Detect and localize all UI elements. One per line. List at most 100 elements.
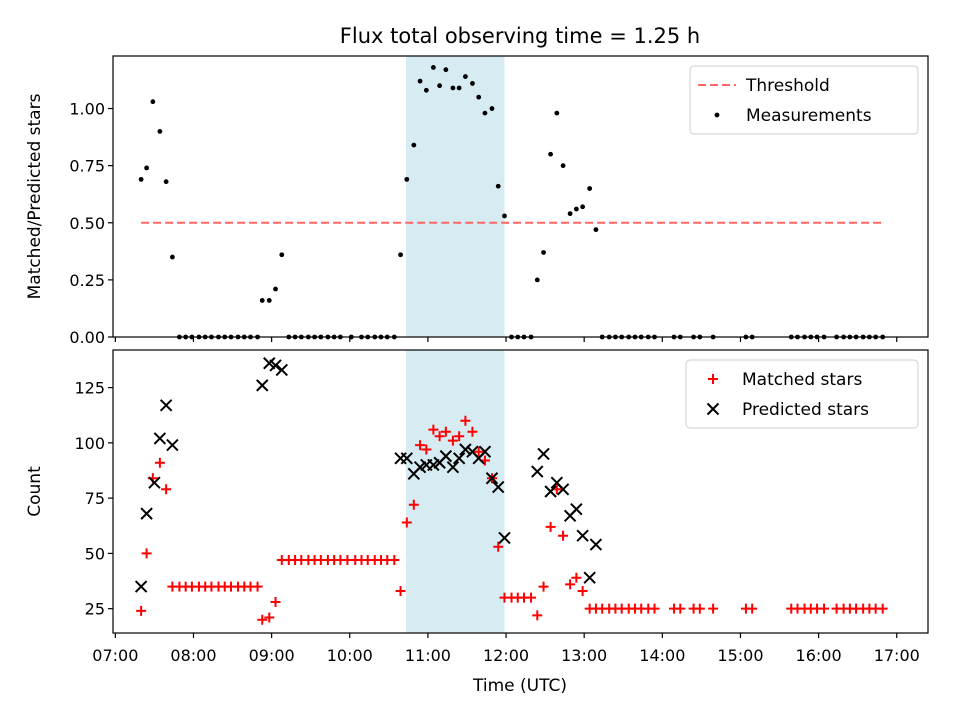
top-shaded-interval <box>406 56 505 337</box>
x-tick-label: 12:00 <box>483 646 529 665</box>
matched-stars-point <box>577 585 588 596</box>
predicted-stars-point <box>459 443 472 456</box>
bottom-panel-counts: 25 50 75 100 125 07:00 08:00 09:00 10:00 11:00 12:… <box>25 349 929 665</box>
matched-stars-point <box>415 440 426 451</box>
predicted-stars-point <box>589 538 603 551</box>
predicted-stars-point <box>269 359 282 372</box>
legend-box <box>685 359 919 429</box>
measurements-point <box>417 78 423 84</box>
bottom-y-axis-label: Count <box>25 466 45 517</box>
matched-stars-point <box>447 435 458 446</box>
matched-stars-point <box>571 572 582 583</box>
matched-stars-point <box>565 579 576 590</box>
predicted-stars-point <box>498 531 511 545</box>
measurements-point <box>411 142 417 148</box>
predicted-stars-point <box>446 460 460 474</box>
measurements-point <box>573 206 579 212</box>
measurements-point <box>489 106 495 111</box>
x-tick-label: 11:00 <box>405 646 451 665</box>
matched-stars-point <box>819 603 830 614</box>
y-tick-label: 50 <box>85 544 105 563</box>
top-panel-ratio: 0.00 0.25 0.50 0.75 1.00 Matched/Predicted st… <box>25 55 929 347</box>
measurements-point <box>259 298 265 303</box>
measurements-point <box>554 110 560 116</box>
measurements-point <box>423 87 429 93</box>
matched-stars-point <box>460 415 471 426</box>
measurements-point <box>495 183 501 189</box>
measurements-point <box>443 67 449 73</box>
measurements-point <box>476 94 482 100</box>
matched-stars-point <box>694 603 705 614</box>
legend-dot-swatch <box>714 112 720 118</box>
measurements-point <box>279 252 285 258</box>
predicted-stars-point <box>583 571 596 584</box>
matched-stars-point <box>473 446 484 457</box>
predicted-stars-point <box>576 529 589 542</box>
bottom-legend: Matched stars Predicted stars <box>685 359 919 429</box>
measurements-point <box>266 298 272 303</box>
y-tick-label: 0.00 <box>69 328 105 347</box>
measurements-point <box>567 211 573 217</box>
matched-stars-point <box>747 603 758 614</box>
predicted-stars-point <box>485 472 499 485</box>
predicted-stars-point <box>478 445 492 458</box>
x-tick-label: 08:00 <box>170 646 216 665</box>
y-tick-label: 0.50 <box>69 214 105 233</box>
predicted-stars-point <box>140 507 153 520</box>
predicted-stars-point <box>148 476 161 489</box>
predicted-stars-point <box>492 480 505 494</box>
y-tick-label: 0.75 <box>69 157 105 176</box>
top-axes-frame <box>112 55 929 338</box>
matched-stars-point <box>526 592 537 603</box>
matched-stars-point <box>454 431 465 442</box>
measurements-point <box>450 85 456 91</box>
measurements-point <box>587 186 593 191</box>
predicted-stars-point <box>153 432 167 445</box>
matched-stars-point <box>532 610 543 621</box>
measurements-point <box>157 128 163 134</box>
measurements-point <box>169 254 175 260</box>
measurements-point <box>456 85 462 91</box>
legend-x-swatch <box>706 402 720 416</box>
measurements-point <box>548 151 553 157</box>
x-tick-label: 17:00 <box>874 646 920 665</box>
measurements-point <box>273 286 278 292</box>
matched-stars-point <box>428 424 439 435</box>
matched-stars-point <box>136 605 147 616</box>
measurements-point <box>150 99 156 105</box>
matched-stars-point <box>545 521 556 532</box>
predicted-stars-point <box>256 379 269 392</box>
legend-label: Predicted stars <box>742 400 869 420</box>
matched-stars-point <box>877 603 888 614</box>
top-y-axis-label: Matched/Predicted stars <box>25 93 45 299</box>
measurements-point <box>534 277 540 283</box>
matched-stars-point <box>675 603 686 614</box>
predicted-stars-point <box>159 399 173 412</box>
matched-stars-point <box>708 603 719 614</box>
predicted-stars-point <box>400 452 414 465</box>
y-tick-label: 75 <box>85 489 105 508</box>
measurements-point <box>463 74 468 79</box>
predicted-stars-point <box>275 363 288 377</box>
matched-stars-point <box>538 581 549 592</box>
legend-plus-swatch <box>708 374 718 384</box>
measurements-point <box>541 250 546 255</box>
matched-stars-point <box>389 555 400 566</box>
predicted-stars-point <box>531 465 544 478</box>
legend-label: Matched stars <box>742 370 862 390</box>
measurements-point <box>593 227 599 233</box>
y-tick-label: 100 <box>74 434 105 453</box>
measurements-point <box>502 213 507 219</box>
measurements-point <box>470 81 475 86</box>
measurements-point <box>144 165 150 171</box>
predicted-stars-point <box>556 483 570 496</box>
y-tick-label: 125 <box>74 379 105 398</box>
measurements-point <box>404 176 410 182</box>
predicted-stars-point <box>134 580 148 593</box>
x-tick-label: 09:00 <box>249 646 295 665</box>
y-tick-label: 25 <box>85 600 105 619</box>
matched-stars-point <box>264 612 275 623</box>
chart-title: Flux total observing time = 1.25 h <box>340 24 700 48</box>
legend-box <box>689 65 919 135</box>
